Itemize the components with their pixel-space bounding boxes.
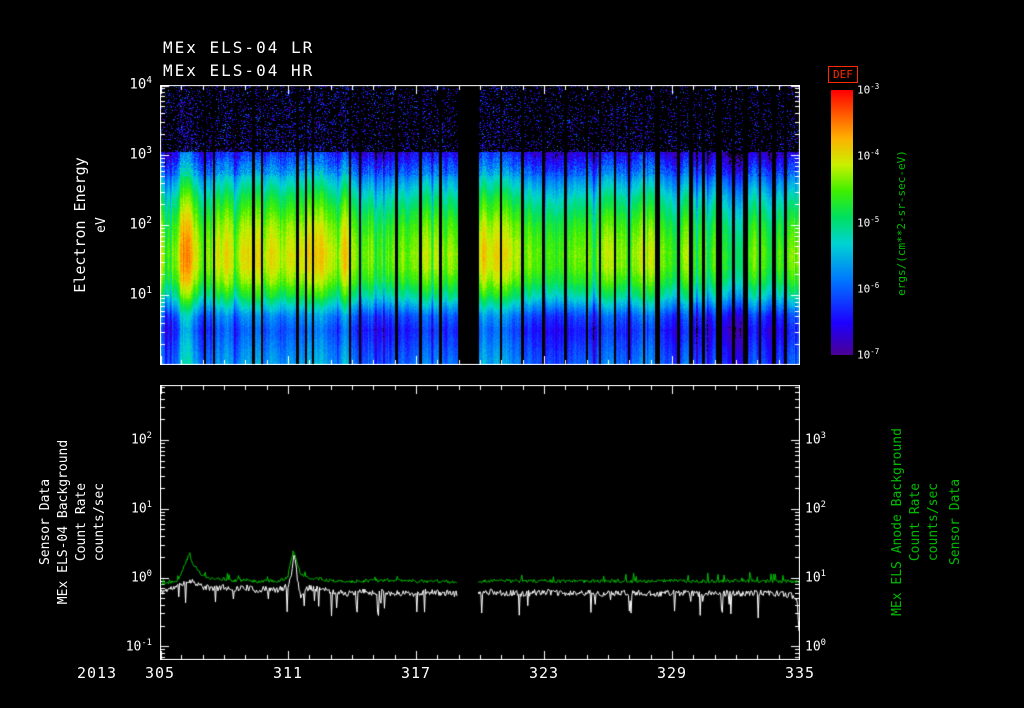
tick-exp: 2 [146,215,152,226]
xaxis-tick-335: 335 [784,664,816,682]
tick-base: 10 [129,216,147,233]
spec-ytick-1e1: 101 [100,285,152,303]
tick-exp: -1 [141,638,152,648]
cbar-tick-1: 10-4 [857,148,879,163]
lineplot-left-label-2: Count Rate [74,482,89,562]
colorbar-canvas [831,90,853,355]
line-ytick-left-1e1: 101 [100,500,152,516]
tick-exp: 1 [820,569,826,579]
tick-exp: 3 [146,145,152,156]
tick-base: 10 [805,570,821,586]
lineplot-right-label-1: MEx ELS Anode Background [890,428,905,616]
tick-exp: 1 [146,285,152,296]
tick-base: 10 [805,432,821,448]
tick-base: 10 [805,639,821,655]
spec-ytick-1e3: 103 [100,145,152,163]
tick-base: 10 [805,501,821,517]
tick-base: 10 [857,83,871,97]
tick-base: 10 [857,282,871,296]
tick-base: 10 [857,348,871,362]
xaxis-tick-317: 317 [400,664,432,682]
line-ytick-right-1e0: 100 [805,638,826,654]
line-ytick-right-1e1: 101 [805,569,826,585]
tick-base: 10 [129,286,147,303]
plot-title-lr: MEx ELS-04 LR [163,38,315,57]
tick-base: 10 [129,146,147,163]
lineplot-right-label-3: counts/sec [926,482,941,562]
lineplot-right-outer-label: Sensor Data [948,478,963,566]
tick-base: 10 [131,570,147,586]
tick-base: 10 [131,501,147,517]
tick-exp: 1 [146,500,152,510]
spectrogram-canvas [160,85,800,365]
xaxis-tick-329: 329 [656,664,688,682]
tick-exp: 4 [146,75,152,86]
tick-exp: 0 [820,638,826,648]
tick-base: 10 [857,149,871,163]
xaxis-tick-311: 311 [272,664,304,682]
xaxis-tick-323: 323 [528,664,560,682]
spec-ytick-1e4: 104 [100,75,152,93]
tick-exp: -6 [870,281,880,290]
tick-base: 10 [131,432,147,448]
lineplot-left-label-1: MEx ELS-04 Background [56,439,71,605]
colorbar-def-label: DEF [828,66,858,83]
cbar-tick-2: 10-5 [857,215,879,230]
tick-exp: -4 [870,148,880,157]
tick-base: 10 [857,216,871,230]
cbar-tick-4: 10-7 [857,347,879,362]
spectrogram-ylabel: Electron Energy [71,157,89,293]
tick-exp: -5 [870,215,880,224]
colorbar-units-label: ergs/(cm**2-sr-sec-eV) [895,150,908,296]
line-ytick-left-1e-1: 10-1 [100,638,152,654]
line-ytick-right-1e2: 102 [805,500,826,516]
tick-exp: 2 [820,500,826,510]
tick-exp: -7 [870,347,880,356]
line-ytick-right-1e3: 103 [805,431,826,447]
tick-base: 10 [129,76,147,93]
tick-base: 10 [125,639,142,655]
spec-ytick-1e2: 102 [100,215,152,233]
tick-exp: 3 [820,431,826,441]
lineplot-left-label-3: counts/sec [92,482,107,562]
tick-exp: 0 [146,569,152,579]
xaxis-year-label: 2013 [76,664,118,682]
cbar-tick-0: 10-3 [857,82,879,97]
lineplot-canvas [160,385,800,660]
cbar-tick-3: 10-6 [857,281,879,296]
line-ytick-left-1e2: 102 [100,431,152,447]
tick-exp: 2 [146,431,152,441]
plot-title-hr: MEx ELS-04 HR [163,61,315,80]
tick-exp: -3 [870,82,880,91]
line-ytick-left-1e0: 100 [100,569,152,585]
lineplot-left-outer-label: Sensor Data [38,478,53,566]
xaxis-tick-305: 305 [144,664,176,682]
lineplot-right-label-2: Count Rate [908,482,923,562]
